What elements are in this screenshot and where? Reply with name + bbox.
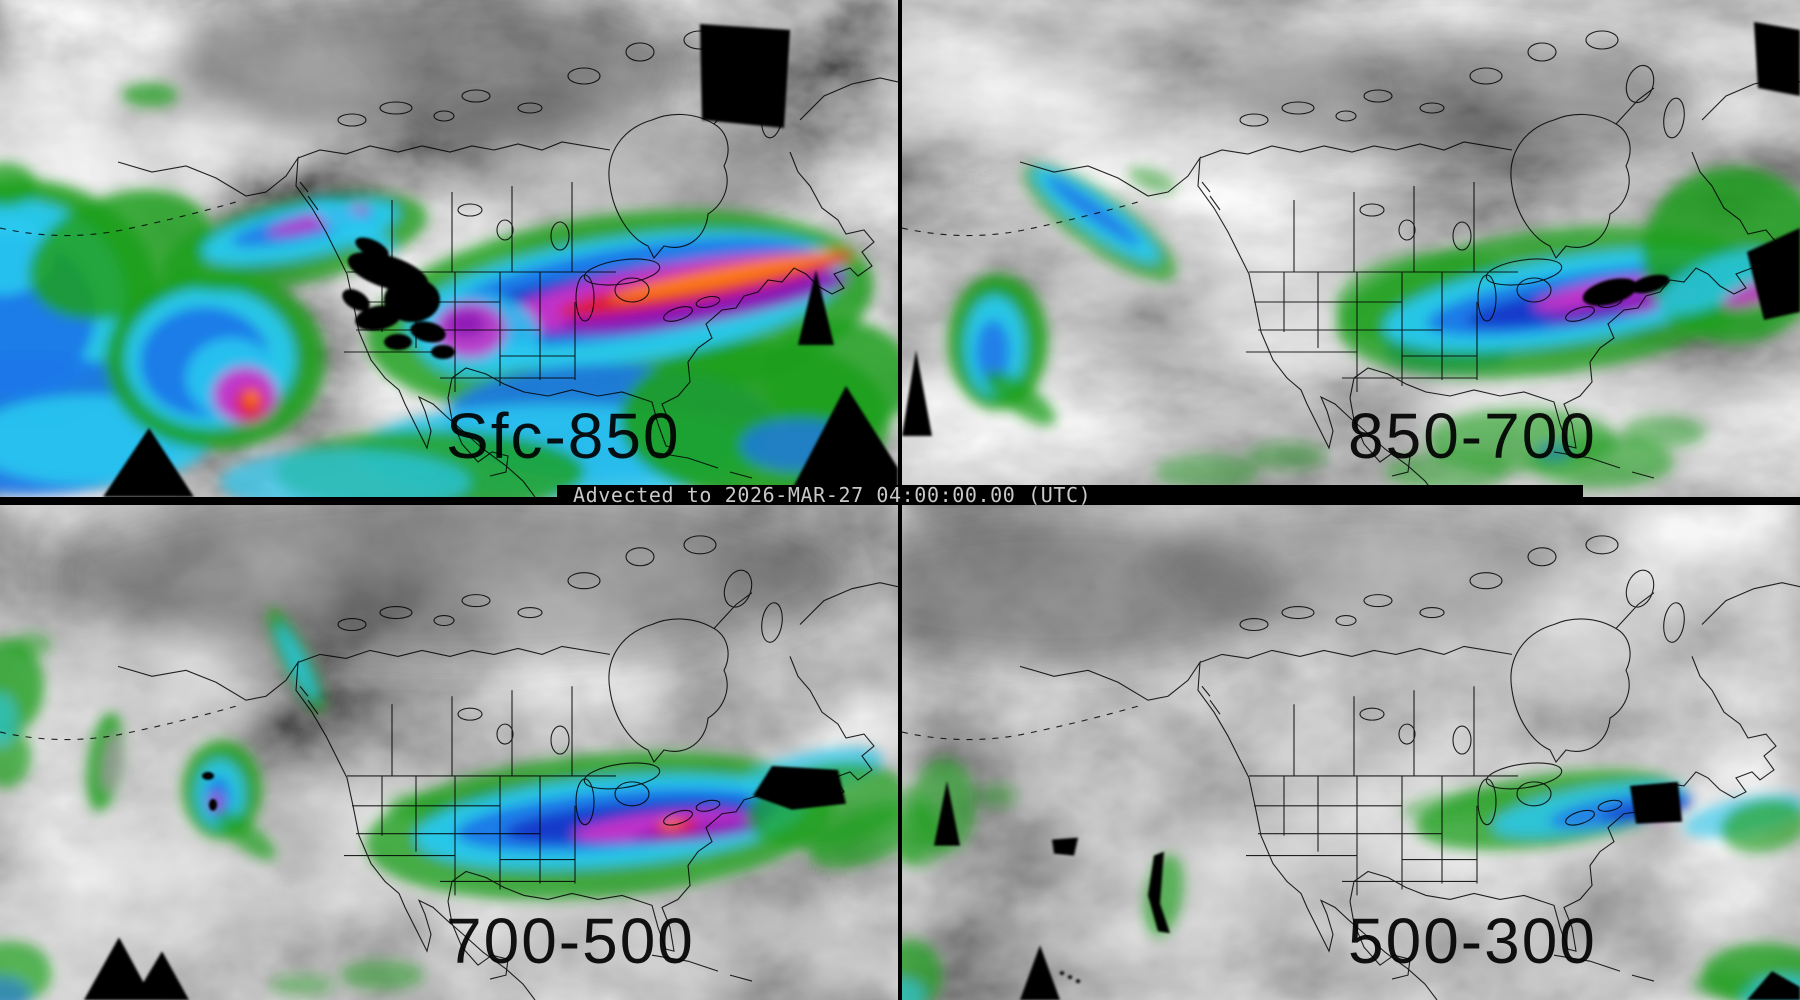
advection-time-text: Advected to 2026-MAR-27 04:00:00.00 (UTC… <box>573 483 1092 507</box>
map-image-700-500 <box>0 505 898 1000</box>
panel-sfc-850: Sfc-850 <box>0 0 898 497</box>
missing-data-layer <box>84 765 846 1000</box>
missing-data-layer <box>902 22 1800 436</box>
missing-data-layer <box>103 24 898 497</box>
moisture-layer <box>902 757 1800 1000</box>
panel-label-850-700: 850-700 <box>1348 400 1597 472</box>
borders-coastlines-layer <box>902 30 1800 497</box>
panel-850-700: 850-700 <box>902 0 1800 497</box>
panel-label-sfc-850: Sfc-850 <box>446 400 681 472</box>
panel-500-300: 500-300 <box>902 505 1800 1000</box>
borders-coastlines-layer <box>0 30 898 497</box>
map-image-500-300 <box>902 505 1800 1000</box>
panel-label-700-500: 700-500 <box>446 905 695 977</box>
borders-coastlines-layer <box>902 535 1800 1000</box>
missing-data-layer <box>934 780 1800 1000</box>
map-image-850-700 <box>902 0 1800 497</box>
panel-700-500: 700-500 <box>0 505 898 1000</box>
shading-layer <box>0 505 877 1000</box>
panel-label-500-300: 500-300 <box>1348 905 1597 977</box>
map-image-sfc-850 <box>0 0 898 497</box>
advection-time-banner: Advected to 2026-MAR-27 04:00:00.00 (UTC… <box>557 485 1583 505</box>
borders-coastlines-layer <box>0 535 898 1000</box>
